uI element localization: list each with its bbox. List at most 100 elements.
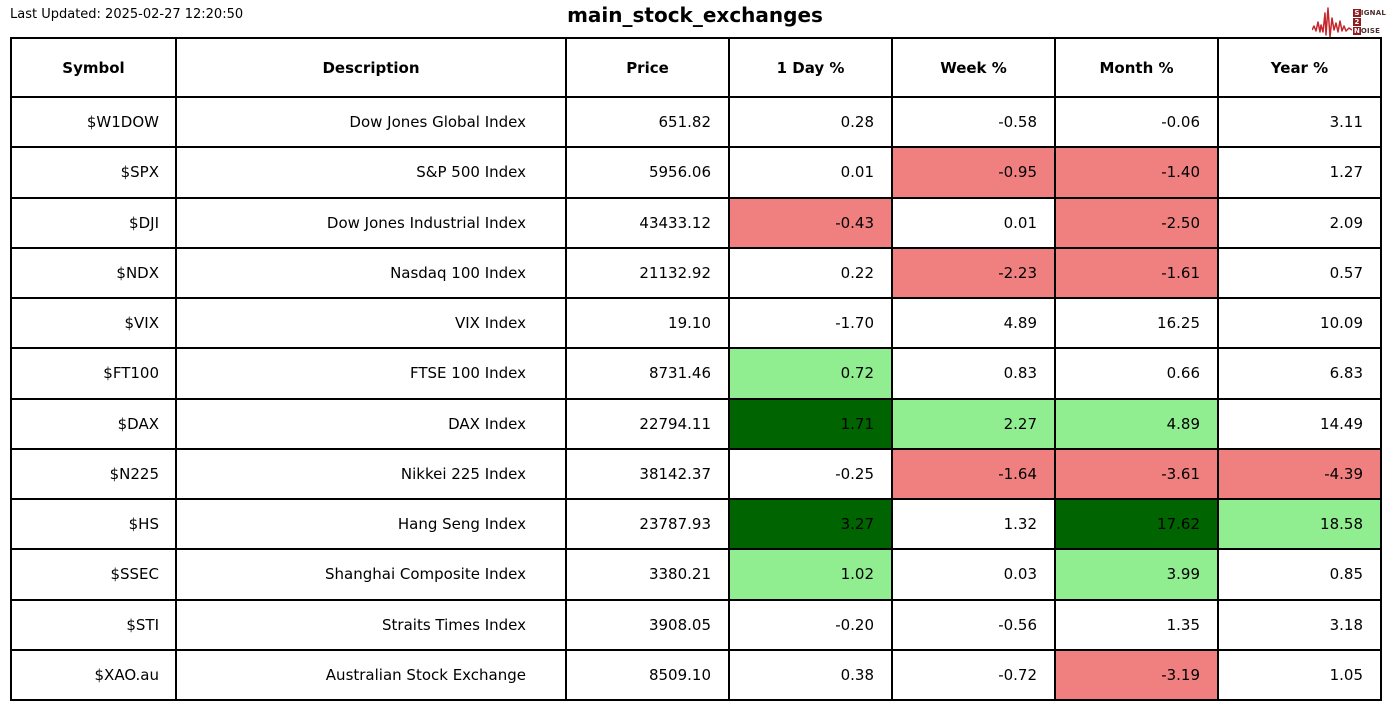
cell-symbol: $NDX xyxy=(10,246,177,300)
logo-badge-n: N xyxy=(1352,27,1361,35)
cell-year-pct: -4.39 xyxy=(1217,447,1382,501)
cell-1day-pct: 0.28 xyxy=(728,95,893,149)
last-updated-label: Last Updated: 2025-02-27 12:20:50 xyxy=(10,7,244,22)
cell-1day-pct: 0.01 xyxy=(728,146,893,199)
cell-month-pct: 17.62 xyxy=(1054,497,1219,551)
cell-month-pct: -1.40 xyxy=(1054,146,1219,199)
cell-week-pct: 0.83 xyxy=(891,347,1056,400)
cell-week-pct: -1.64 xyxy=(891,447,1056,501)
cell-description: Australian Stock Exchange xyxy=(175,648,567,702)
cell-symbol: $DAX xyxy=(10,397,177,450)
logo-line-2: 2 xyxy=(1352,18,1386,26)
cell-description: Straits Times Index xyxy=(175,598,567,651)
cell-1day-pct: -0.25 xyxy=(728,447,893,501)
cell-price: 38142.37 xyxy=(565,447,730,501)
cell-month-pct: -3.19 xyxy=(1054,648,1219,702)
logo-line-signal: S IGNAL xyxy=(1352,9,1386,17)
cell-month-pct: 0.66 xyxy=(1054,347,1219,400)
waveform-icon xyxy=(1311,7,1352,38)
cell-month-pct: 16.25 xyxy=(1054,296,1219,350)
cell-1day-pct: 3.27 xyxy=(728,497,893,551)
cell-price: 3380.21 xyxy=(565,548,730,601)
header-symbol: Symbol xyxy=(10,37,177,98)
cell-week-pct: -0.72 xyxy=(891,648,1056,702)
cell-1day-pct: -1.70 xyxy=(728,296,893,350)
logo-rest-ignal: IGNAL xyxy=(1360,9,1386,17)
cell-description: VIX Index xyxy=(175,296,567,350)
cell-year-pct: 18.58 xyxy=(1217,497,1382,551)
table-row: $NDX Nasdaq 100 Index 21132.92 0.22 -2.2… xyxy=(10,246,1382,300)
cell-month-pct: -1.61 xyxy=(1054,246,1219,300)
cell-year-pct: 10.09 xyxy=(1217,296,1382,350)
cell-price: 8509.10 xyxy=(565,648,730,702)
cell-symbol: $HS xyxy=(10,497,177,551)
cell-price: 22794.11 xyxy=(565,397,730,450)
stock-exchanges-table: Symbol Description Price 1 Day % Week % … xyxy=(10,37,1382,702)
table-row: $XAO.au Australian Stock Exchange 8509.1… xyxy=(10,648,1382,702)
cell-year-pct: 3.11 xyxy=(1217,95,1382,149)
cell-month-pct: 1.35 xyxy=(1054,598,1219,651)
table-row: $VIX VIX Index 19.10 -1.70 4.89 16.25 10… xyxy=(10,296,1382,350)
cell-1day-pct: -0.20 xyxy=(728,598,893,651)
cell-symbol: $W1DOW xyxy=(10,95,177,149)
table-row: $STI Straits Times Index 3908.05 -0.20 -… xyxy=(10,598,1382,651)
table-header-row: Symbol Description Price 1 Day % Week % … xyxy=(10,37,1382,98)
cell-price: 3908.05 xyxy=(565,598,730,651)
cell-price: 19.10 xyxy=(565,296,730,350)
cell-description: Dow Jones Global Index xyxy=(175,95,567,149)
cell-description: S&P 500 Index xyxy=(175,146,567,199)
logo-badge-s: S xyxy=(1352,9,1361,17)
cell-symbol: $N225 xyxy=(10,447,177,501)
header-price: Price xyxy=(565,37,730,98)
cell-description: DAX Index xyxy=(175,397,567,450)
cell-1day-pct: 1.02 xyxy=(728,548,893,601)
cell-year-pct: 3.18 xyxy=(1217,598,1382,651)
header-description: Description xyxy=(175,37,567,98)
table-row: $DJI Dow Jones Industrial Index 43433.12… xyxy=(10,196,1382,249)
table-row: $N225 Nikkei 225 Index 38142.37 -0.25 -1… xyxy=(10,447,1382,501)
cell-price: 651.82 xyxy=(565,95,730,149)
cell-year-pct: 6.83 xyxy=(1217,347,1382,400)
logo-badge-2: 2 xyxy=(1352,18,1361,26)
logo-line-noise: N OISE xyxy=(1352,27,1386,35)
table-row: $SPX S&P 500 Index 5956.06 0.01 -0.95 -1… xyxy=(10,146,1382,199)
cell-month-pct: -2.50 xyxy=(1054,196,1219,249)
signal2noise-logo: S IGNAL 2 N OISE xyxy=(1311,2,1386,42)
header-1day-pct: 1 Day % xyxy=(728,37,893,98)
table-row: $SSEC Shanghai Composite Index 3380.21 1… xyxy=(10,548,1382,601)
cell-year-pct: 0.57 xyxy=(1217,246,1382,300)
cell-price: 5956.06 xyxy=(565,146,730,199)
table-row: $DAX DAX Index 22794.11 1.71 2.27 4.89 1… xyxy=(10,397,1382,450)
cell-1day-pct: 0.22 xyxy=(728,246,893,300)
cell-price: 21132.92 xyxy=(565,246,730,300)
cell-symbol: $XAO.au xyxy=(10,648,177,702)
cell-year-pct: 14.49 xyxy=(1217,397,1382,450)
cell-year-pct: 0.85 xyxy=(1217,548,1382,601)
cell-price: 8731.46 xyxy=(565,347,730,400)
cell-week-pct: 4.89 xyxy=(891,296,1056,350)
cell-week-pct: -0.56 xyxy=(891,598,1056,651)
cell-symbol: $DJI xyxy=(10,196,177,249)
cell-symbol: $FT100 xyxy=(10,347,177,400)
cell-week-pct: 2.27 xyxy=(891,397,1056,450)
table-body: $W1DOW Dow Jones Global Index 651.82 0.2… xyxy=(10,95,1382,702)
cell-month-pct: -0.06 xyxy=(1054,95,1219,149)
cell-1day-pct: -0.43 xyxy=(728,196,893,249)
cell-description: Hang Seng Index xyxy=(175,497,567,551)
cell-description: Nikkei 225 Index xyxy=(175,447,567,501)
cell-symbol: $SSEC xyxy=(10,548,177,601)
cell-week-pct: -0.95 xyxy=(891,146,1056,199)
cell-description: FTSE 100 Index xyxy=(175,347,567,400)
cell-week-pct: -0.58 xyxy=(891,95,1056,149)
cell-year-pct: 1.27 xyxy=(1217,146,1382,199)
cell-week-pct: 0.01 xyxy=(891,196,1056,249)
cell-week-pct: 1.32 xyxy=(891,497,1056,551)
table-row: $FT100 FTSE 100 Index 8731.46 0.72 0.83 … xyxy=(10,347,1382,400)
header-week-pct: Week % xyxy=(891,37,1056,98)
cell-month-pct: -3.61 xyxy=(1054,447,1219,501)
cell-month-pct: 3.99 xyxy=(1054,548,1219,601)
cell-description: Shanghai Composite Index xyxy=(175,548,567,601)
cell-1day-pct: 1.71 xyxy=(728,397,893,450)
header-month-pct: Month % xyxy=(1054,37,1219,98)
cell-symbol: $SPX xyxy=(10,146,177,199)
